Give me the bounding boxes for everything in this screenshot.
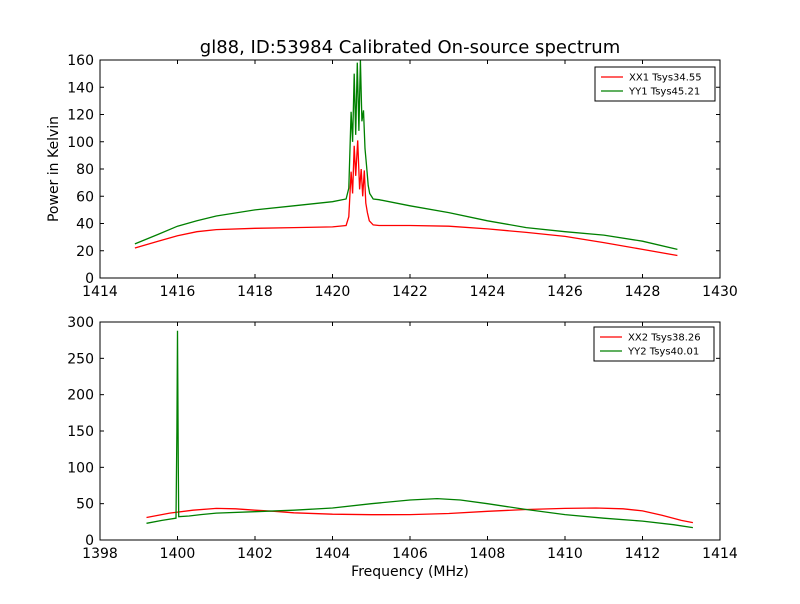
x-tick-label: 1428: [625, 284, 661, 300]
y-tick-label: 20: [76, 244, 94, 260]
chart-title: gl88, ID:53984 Calibrated On-source spec…: [200, 37, 620, 58]
bottom-plot: 1398 1400 1402 1404 1406 1408 1410 1412 1414 0 50 1…: [67, 315, 738, 580]
series-line-xx1: [134, 140, 678, 257]
y-tick-label: 300: [67, 315, 94, 331]
legend-box: [593, 326, 715, 362]
y-tick-label: 120: [67, 108, 94, 124]
legend-box: [594, 66, 716, 102]
y-tick-label: 0: [85, 533, 94, 549]
legend-label: XX1 Tsys34.55: [629, 73, 702, 84]
x-tick-label: 1416: [160, 284, 196, 300]
x-tick-label: 1406: [392, 546, 428, 562]
x-tick-label: 1422: [392, 284, 428, 300]
x-tick-label: 1420: [315, 284, 351, 300]
x-tick-label: 1414: [82, 284, 118, 300]
x-tick-label: 1404: [315, 546, 351, 562]
legend-label: YY1 Tsys45.21: [628, 87, 700, 98]
x-tick-label: 1402: [237, 546, 273, 562]
y-tick-label: 200: [67, 388, 94, 404]
legend-label: YY2 Tsys40.01: [627, 347, 699, 358]
y-axis-label: Power in Kelvin: [46, 116, 62, 222]
x-tick-label: 1408: [470, 546, 506, 562]
series-line-yy1: [134, 60, 678, 251]
x-tick-label: 1400: [160, 546, 196, 562]
x-tick-label: 1398: [82, 546, 118, 562]
y-tick-label: 40: [76, 217, 94, 233]
y-tick-label: 250: [67, 351, 94, 367]
y-tick-label: 80: [76, 162, 94, 178]
y-tick-label: 150: [67, 424, 94, 440]
y-tick-label: 140: [67, 80, 94, 96]
x-tick-label: 1426: [547, 284, 583, 300]
legend: XX2 Tsys38.26 YY2 Tsys40.01: [593, 326, 715, 362]
top-plot: 1414 1416 1418 1420 1422 1424 1426 1428 1430 0 20 4…: [46, 53, 738, 300]
x-tick-label: 1412: [625, 546, 661, 562]
x-tick-label: 1424: [470, 284, 506, 300]
y-tick-label: 100: [67, 460, 94, 476]
x-tick-label: 1414: [702, 546, 738, 562]
series-line-yy2: [146, 330, 693, 529]
y-tick-label: 0: [85, 271, 94, 287]
y-tick-label: 60: [76, 189, 94, 205]
series-line-xx2: [146, 507, 694, 524]
x-tick-label: 1430: [702, 284, 738, 300]
x-tick-label: 1410: [547, 546, 583, 562]
legend-label: XX2 Tsys38.26: [628, 333, 701, 344]
x-axis-label: Frequency (MHz): [351, 564, 469, 580]
y-tick-label: 50: [76, 497, 94, 513]
y-tick-label: 160: [67, 53, 94, 69]
legend: XX1 Tsys34.55 YY1 Tsys45.21: [594, 66, 716, 102]
x-tick-label: 1418: [237, 284, 273, 300]
y-tick-label: 100: [67, 135, 94, 151]
